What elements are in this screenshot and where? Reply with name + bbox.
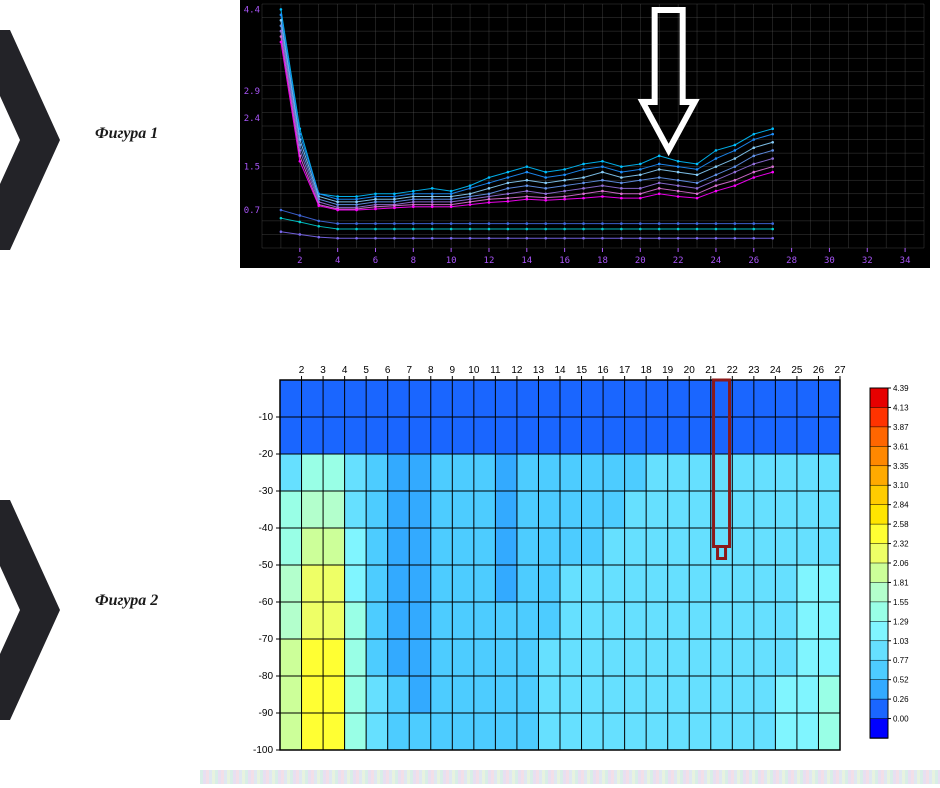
svg-text:24: 24 (711, 256, 722, 266)
svg-text:26: 26 (813, 365, 825, 376)
svg-text:6: 6 (373, 256, 378, 266)
svg-text:32: 32 (862, 256, 873, 266)
svg-text:27: 27 (834, 365, 846, 376)
svg-text:3: 3 (320, 365, 326, 376)
svg-text:8: 8 (411, 256, 416, 266)
svg-text:1.5: 1.5 (244, 163, 260, 173)
left-pointer-2 (0, 500, 60, 720)
svg-text:10: 10 (446, 256, 457, 266)
svg-text:2: 2 (299, 365, 305, 376)
svg-text:5: 5 (363, 365, 369, 376)
svg-text:11: 11 (490, 365, 501, 376)
svg-text:7: 7 (406, 365, 412, 376)
svg-text:2.4: 2.4 (244, 114, 260, 124)
svg-text:2.58: 2.58 (893, 520, 909, 529)
svg-text:26: 26 (748, 256, 759, 266)
svg-text:3.35: 3.35 (893, 462, 909, 471)
svg-text:30: 30 (824, 256, 835, 266)
svg-text:16: 16 (559, 256, 570, 266)
svg-text:14: 14 (554, 365, 566, 376)
svg-text:23: 23 (748, 365, 760, 376)
svg-text:3.87: 3.87 (893, 423, 909, 432)
svg-text:2: 2 (297, 256, 302, 266)
svg-text:-90: -90 (259, 708, 274, 719)
svg-text:4: 4 (342, 365, 348, 376)
svg-text:1.03: 1.03 (893, 637, 909, 646)
svg-text:-80: -80 (259, 671, 274, 682)
svg-text:3.10: 3.10 (893, 481, 909, 490)
left-pointer-1 (0, 30, 60, 250)
svg-text:20: 20 (635, 256, 646, 266)
svg-text:2.06: 2.06 (893, 559, 909, 568)
svg-text:-60: -60 (259, 597, 274, 608)
svg-text:1.29: 1.29 (893, 617, 909, 626)
svg-text:-70: -70 (259, 634, 274, 645)
figure-2-label: Фигура 2 (95, 592, 158, 610)
svg-text:13: 13 (533, 365, 545, 376)
svg-text:4.4: 4.4 (244, 5, 260, 15)
svg-text:19: 19 (662, 365, 674, 376)
svg-text:0.7: 0.7 (244, 206, 260, 216)
svg-text:28: 28 (786, 256, 797, 266)
svg-text:18: 18 (597, 256, 608, 266)
svg-text:1.55: 1.55 (893, 598, 909, 607)
svg-text:3.61: 3.61 (893, 442, 909, 451)
svg-text:-10: -10 (259, 412, 274, 423)
svg-text:14: 14 (521, 256, 532, 266)
svg-text:4: 4 (335, 256, 340, 266)
svg-text:16: 16 (598, 365, 610, 376)
svg-text:21: 21 (705, 365, 717, 376)
svg-text:25: 25 (791, 365, 803, 376)
svg-text:34: 34 (900, 256, 911, 266)
chart-1: 2468101214161820222426283032340.71.52.42… (240, 0, 930, 268)
figure-1-label: Фигура 1 (95, 125, 158, 143)
svg-text:18: 18 (641, 365, 653, 376)
svg-text:9: 9 (450, 365, 456, 376)
svg-text:4.39: 4.39 (893, 384, 909, 393)
svg-text:22: 22 (727, 365, 739, 376)
svg-text:22: 22 (673, 256, 684, 266)
bottom-noise-strip (200, 770, 940, 784)
page: Фигура 1 Фигура 2 2468101214161820222426… (0, 0, 940, 788)
svg-text:1.81: 1.81 (893, 578, 909, 587)
svg-text:4.13: 4.13 (893, 403, 909, 412)
svg-text:17: 17 (619, 365, 631, 376)
svg-text:-20: -20 (259, 449, 274, 460)
svg-text:0.77: 0.77 (893, 656, 909, 665)
svg-text:10: 10 (468, 365, 480, 376)
svg-text:6: 6 (385, 365, 391, 376)
svg-text:0.26: 0.26 (893, 695, 909, 704)
svg-text:-50: -50 (259, 560, 274, 571)
svg-text:12: 12 (484, 256, 495, 266)
chart-2: 2345678910111213141516171819202122232425… (240, 360, 930, 760)
svg-text:2.32: 2.32 (893, 540, 909, 549)
svg-text:8: 8 (428, 365, 434, 376)
svg-text:2.84: 2.84 (893, 501, 909, 510)
svg-text:15: 15 (576, 365, 588, 376)
svg-text:0.52: 0.52 (893, 676, 909, 685)
svg-text:-40: -40 (259, 523, 274, 534)
svg-text:-100: -100 (253, 745, 273, 756)
svg-text:12: 12 (511, 365, 523, 376)
svg-text:2.9: 2.9 (244, 87, 260, 97)
svg-text:24: 24 (770, 365, 782, 376)
svg-text:-30: -30 (259, 486, 274, 497)
svg-text:20: 20 (684, 365, 696, 376)
svg-text:0.00: 0.00 (893, 715, 909, 724)
